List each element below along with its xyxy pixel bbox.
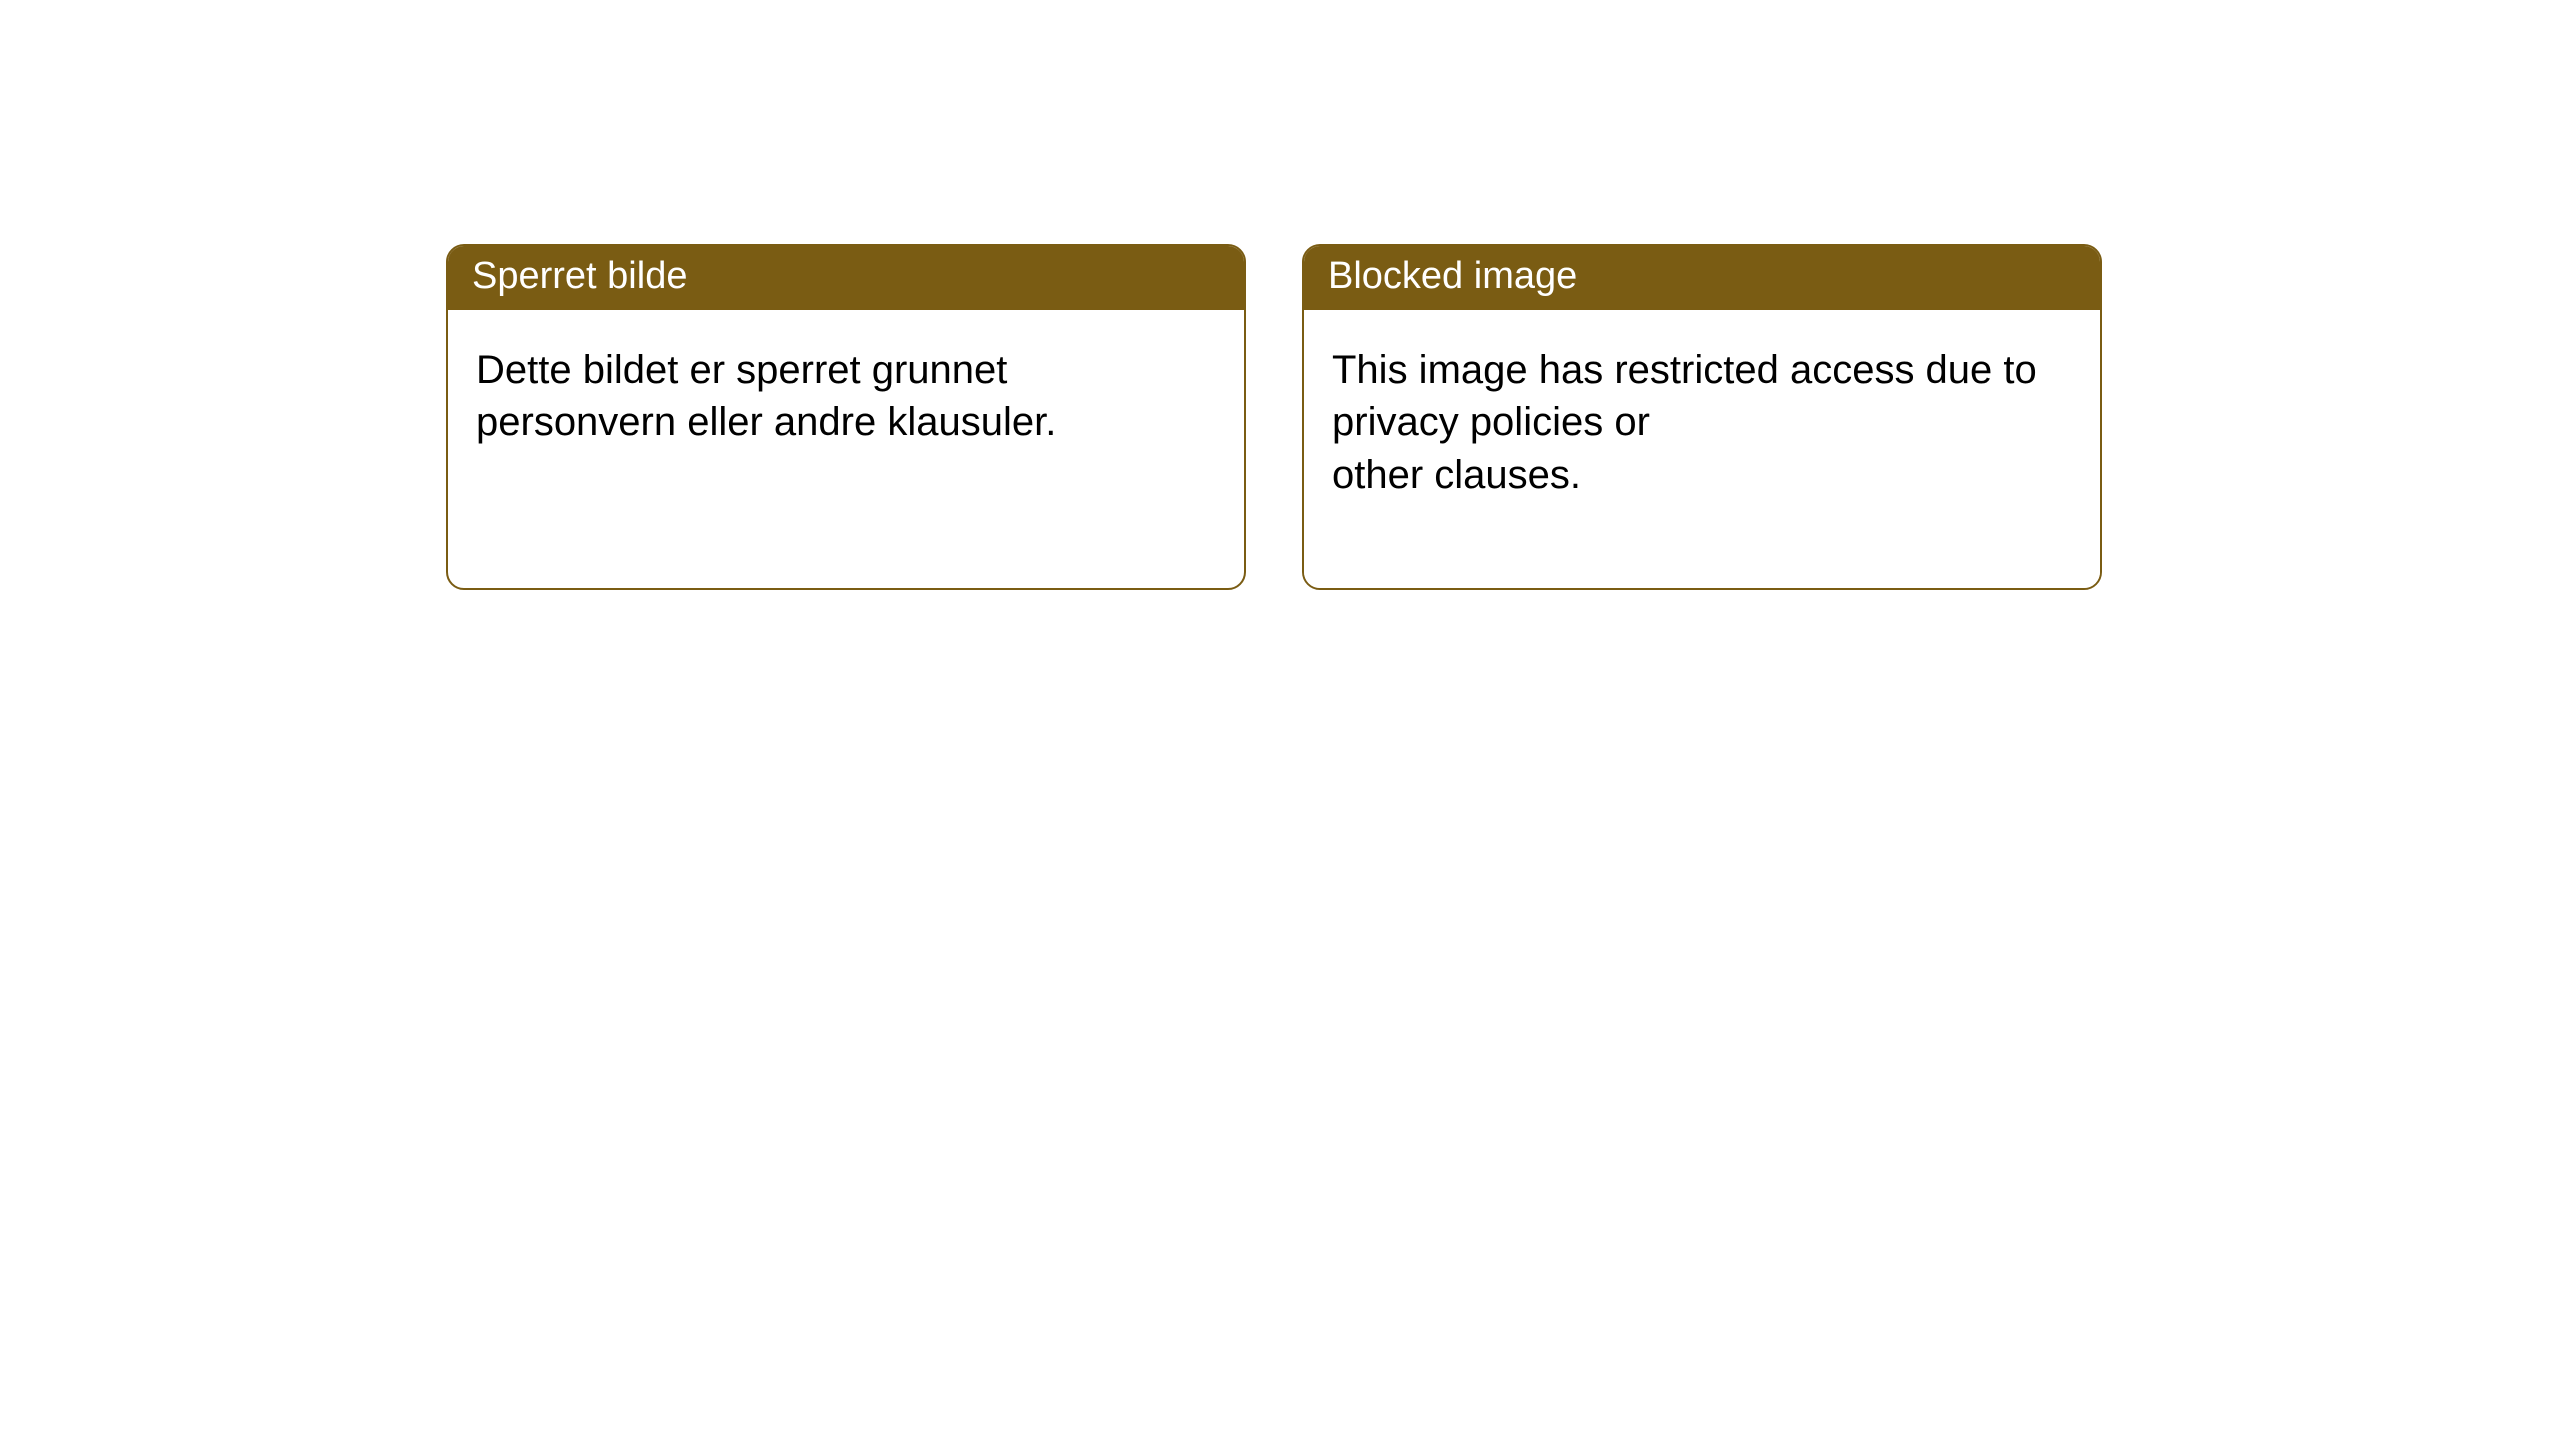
notice-body: Dette bildet er sperret grunnet personve… [448, 310, 1244, 536]
notice-body: This image has restricted access due to … [1304, 310, 2100, 588]
notice-title: Sperret bilde [448, 246, 1244, 310]
notice-card-english: Blocked image This image has restricted … [1302, 244, 2102, 590]
notice-title: Blocked image [1304, 246, 2100, 310]
notice-card-norwegian: Sperret bilde Dette bildet er sperret gr… [446, 244, 1246, 590]
notice-container: Sperret bilde Dette bildet er sperret gr… [0, 0, 2560, 590]
